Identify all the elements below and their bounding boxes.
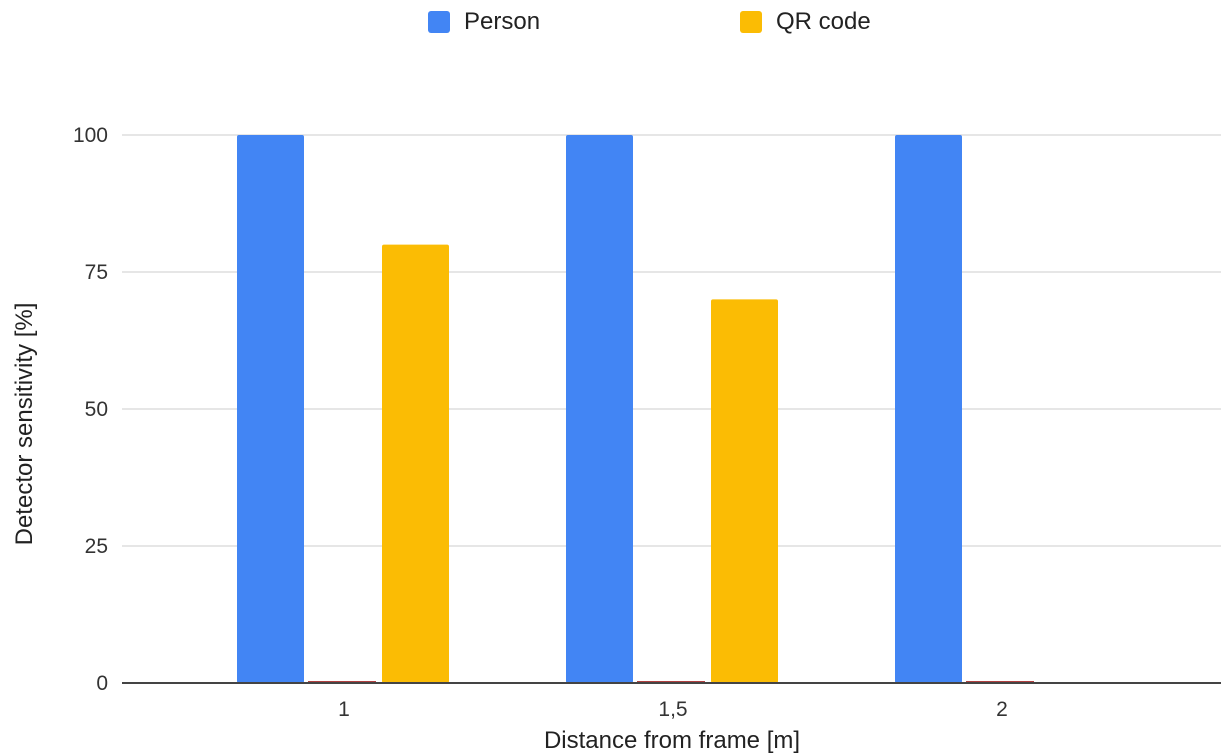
x-tick-label-0: 1 <box>338 698 350 721</box>
legend-swatch-qr-code <box>740 11 762 33</box>
x-tick-label-1: 1,5 <box>658 698 687 721</box>
y-tick-label-25: 25 <box>85 535 108 558</box>
x-tick-label-2: 2 <box>996 698 1008 721</box>
bar-qr-code-1 <box>711 299 778 683</box>
legend-item-qr-code[interactable]: QR code <box>740 8 871 36</box>
legend-swatch-person <box>428 11 450 33</box>
bar-qr-code-0 <box>382 244 449 683</box>
legend: Person QR code <box>0 8 1221 40</box>
legend-label-person: Person <box>464 8 541 35</box>
y-axis-title: Detector sensitivity [%] <box>11 303 38 546</box>
bar-person-0 <box>237 135 304 683</box>
bar-person-2 <box>895 135 962 683</box>
y-tick-label-50: 50 <box>85 398 108 421</box>
x-axis-title: Distance from frame [m] <box>544 727 800 753</box>
y-tick-label-100: 100 <box>73 124 108 147</box>
y-tick-label-0: 0 <box>96 672 108 695</box>
legend-item-person[interactable]: Person <box>428 8 540 36</box>
bar-person-1 <box>566 135 633 683</box>
legend-label-qr-code: QR code <box>776 8 871 35</box>
y-tick-label-75: 75 <box>85 261 108 284</box>
